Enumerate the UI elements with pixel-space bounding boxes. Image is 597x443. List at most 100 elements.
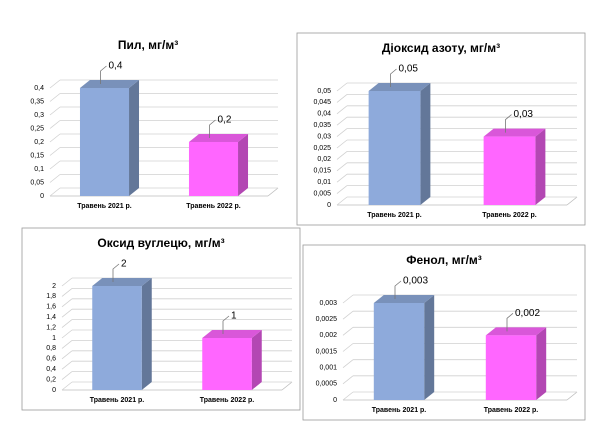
grid-depth xyxy=(61,288,73,297)
bar xyxy=(373,303,425,400)
x-tick-label: Травень 2021 р. xyxy=(90,397,145,404)
y-tick-label: 0,015 xyxy=(313,168,331,175)
floor-depth xyxy=(267,187,279,197)
bar xyxy=(483,136,536,205)
grid-depth xyxy=(342,359,354,368)
y-tick-label: 0,4 xyxy=(46,366,56,373)
bar-side xyxy=(238,134,249,196)
y-tick-label: 0,025 xyxy=(313,145,331,152)
label-leader xyxy=(112,263,120,282)
grid-depth xyxy=(61,381,73,391)
x-tick-label: Травень 2021 р. xyxy=(372,407,427,414)
y-tick-label: 0,02 xyxy=(317,156,331,163)
chart-title: Пил, мг/м³ xyxy=(118,38,178,52)
y-tick-label: 0,03 xyxy=(317,133,331,140)
y-tick-label: 0,0025 xyxy=(316,316,338,323)
label-leader xyxy=(209,119,216,138)
y-tick-label: 0,045 xyxy=(313,99,331,106)
label-leader xyxy=(100,65,107,84)
grid-depth xyxy=(336,196,348,206)
y-tick-label: 0,25 xyxy=(30,125,44,132)
bar-side xyxy=(536,327,547,400)
chart-title: Оксид вуглецю, мг/м³ xyxy=(97,236,224,250)
grid-depth xyxy=(342,343,354,352)
value-label: 0,03 xyxy=(514,109,534,120)
y-tick-label: 0,0015 xyxy=(316,348,338,355)
y-tick-label: 0,2 xyxy=(46,376,56,383)
y-tick-label: 0,0005 xyxy=(316,381,338,388)
y-tick-label: 0 xyxy=(327,202,331,209)
value-label: 2 xyxy=(121,259,127,270)
grid-depth xyxy=(61,298,73,308)
label-leader xyxy=(222,315,230,334)
y-tick-label: 0,04 xyxy=(317,111,331,118)
label-leader xyxy=(506,313,514,332)
label-leader xyxy=(394,280,402,299)
x-tick-label: Травень 2022 р. xyxy=(186,203,241,210)
y-tick-label: 0,35 xyxy=(30,98,44,105)
value-label: 0,05 xyxy=(399,64,419,75)
grid-depth xyxy=(49,147,61,156)
bar-side xyxy=(535,128,546,205)
value-label: 1 xyxy=(231,311,237,322)
grid-depth xyxy=(61,308,73,318)
bar-top xyxy=(92,278,152,286)
y-tick-label: 0,2 xyxy=(34,139,44,146)
grid-depth xyxy=(49,160,61,170)
bar-top xyxy=(373,295,435,303)
y-tick-label: 0 xyxy=(40,193,44,200)
y-tick-label: 0,15 xyxy=(30,152,44,159)
y-tick-label: 0,035 xyxy=(313,122,331,129)
grid-depth xyxy=(49,120,61,129)
y-tick-label: 0,002 xyxy=(319,332,337,339)
y-tick-label: 0,005 xyxy=(313,190,331,197)
bar xyxy=(368,91,421,205)
grid-depth xyxy=(61,319,73,328)
y-tick-label: 0,8 xyxy=(46,345,56,352)
y-tick-label: 0,05 xyxy=(317,88,331,95)
bar-side xyxy=(424,295,435,400)
y-tick-label: 0 xyxy=(52,387,56,394)
grid-depth xyxy=(61,350,73,360)
grid-depth xyxy=(336,82,348,92)
label-leader xyxy=(505,114,512,133)
grid-depth xyxy=(342,294,354,304)
grid-depth xyxy=(342,327,354,336)
chart-frame xyxy=(296,32,586,226)
x-tick-label: Травень 2022 р. xyxy=(484,407,539,414)
grid-depth xyxy=(336,116,348,126)
grid-depth xyxy=(49,174,61,183)
grid-depth xyxy=(49,106,61,116)
y-tick-label: 0,6 xyxy=(46,356,56,363)
bar-side xyxy=(129,80,140,196)
chart-frame xyxy=(21,227,301,411)
floor-depth xyxy=(281,381,293,391)
bar xyxy=(485,335,537,400)
y-tick-label: 1,8 xyxy=(46,293,56,300)
grid-depth xyxy=(336,94,348,103)
grid-depth xyxy=(342,310,354,320)
grid-depth xyxy=(336,151,348,160)
y-tick-label: 1 xyxy=(52,335,56,342)
chart-title: Діоксид азоту, мг/м³ xyxy=(382,41,500,55)
y-tick-label: 0,4 xyxy=(34,85,44,92)
y-tick-label: 1,2 xyxy=(46,324,56,331)
grid-depth xyxy=(49,79,61,89)
bar-top xyxy=(202,330,262,338)
floor-depth xyxy=(566,391,578,401)
grid-depth xyxy=(336,162,348,172)
value-label: 0,2 xyxy=(218,115,232,126)
y-tick-label: 0,05 xyxy=(30,179,44,186)
value-label: 0,4 xyxy=(109,61,123,72)
bar-top xyxy=(188,134,249,142)
grid-depth xyxy=(336,173,348,183)
chart-frame xyxy=(302,244,586,421)
x-tick-label: Травень 2022 р. xyxy=(200,397,255,404)
bar xyxy=(188,142,239,196)
grid-depth xyxy=(342,375,354,385)
y-tick-label: 0,01 xyxy=(317,179,331,186)
chart-title: Фенол, мг/м³ xyxy=(406,253,482,267)
grid-depth xyxy=(61,277,73,287)
value-label: 0,003 xyxy=(403,276,428,287)
